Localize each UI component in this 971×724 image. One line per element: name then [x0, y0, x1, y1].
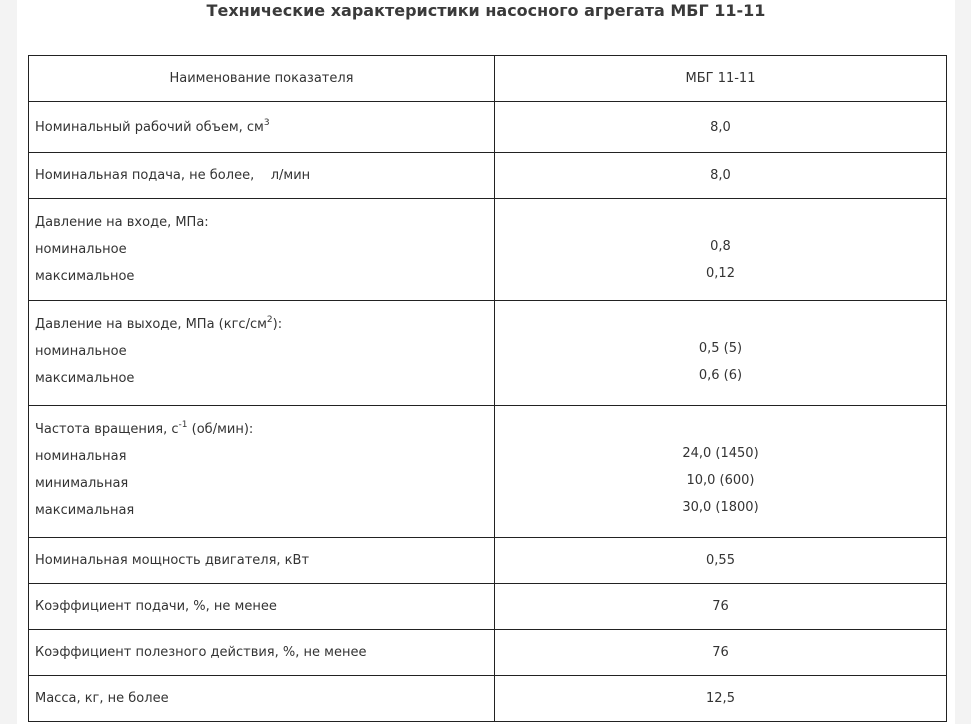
parameter-label: Давление на выходе, МПа (кгс/см2):: [35, 311, 488, 338]
label-suffix: ):: [272, 317, 283, 332]
specs-table: Наименование показателя МБГ 11-11 Номина…: [28, 55, 947, 722]
label-text: Частота вращения, с: [35, 422, 179, 437]
parameter-cell: Давление на выходе, МПа (кгс/см2): номина…: [28, 300, 495, 406]
value-cell: 76: [494, 629, 947, 676]
parameter-label: Номинальный рабочий объем, см3: [35, 114, 488, 141]
label-text: Масса, кг, не более: [35, 691, 169, 706]
value-text: 8,0: [710, 119, 731, 135]
parameter-cell: Давление на входе, МПа: номинальное максим…: [28, 198, 495, 301]
parameter-label: Масса, кг, не более: [35, 685, 488, 712]
value-text: 76: [712, 645, 729, 660]
value-text: 24,0 (1450): [682, 446, 759, 461]
table-row: Коэффициент подачи, %, не менее 76: [28, 583, 947, 630]
page-title: Технические характеристики насосного агр…: [206, 1, 766, 20]
sub-parameter-label: максимальное: [35, 269, 135, 284]
value-cell: 0,5 (5) 0,6 (6): [494, 300, 947, 406]
value-text: 0,55: [706, 553, 735, 568]
superscript: 3: [263, 117, 270, 128]
label-text: Номинальная подача, не более, л/мин: [35, 168, 311, 183]
value-cell: 8,0: [494, 101, 947, 153]
table-row: Номинальный рабочий объем, см3 8,0: [28, 101, 947, 153]
parameter-cell: Номинальная подача, не более, л/мин: [28, 152, 495, 199]
table-row: Давление на входе, МПа: номинальное максим…: [28, 198, 947, 301]
parameter-label: Давление на входе, МПа:: [35, 209, 488, 236]
value-text: 8,0: [710, 168, 731, 183]
label-text: Коэффициент полезного действия, %, не ме…: [35, 645, 367, 660]
value-text: 76: [712, 599, 729, 614]
parameter-cell: Коэффициент полезного действия, %, не ме…: [28, 629, 495, 676]
table-header-row: Наименование показателя МБГ 11-11: [28, 55, 947, 102]
sub-parameter-label: максимальная: [35, 503, 135, 518]
table-row: Коэффициент полезного действия, %, не ме…: [28, 629, 947, 676]
table-row: Номинальная мощность двигателя, кВт 0,55: [28, 537, 947, 584]
value-text: 0,8: [710, 239, 731, 254]
sub-parameter-label: номинальное: [35, 344, 127, 359]
value-cell: 0,8 0,12: [494, 198, 947, 301]
sub-parameter-label: минимальная: [35, 476, 129, 491]
label-suffix: (об/мин):: [187, 422, 254, 437]
value-text: 10,0 (600): [686, 473, 755, 488]
value-text: 30,0 (1800): [682, 500, 759, 515]
label-text: Давление на входе, МПа:: [35, 215, 209, 230]
value-cell: 24,0 (1450) 10,0 (600) 30,0 (1800): [494, 405, 947, 538]
value-text: 0,12: [706, 266, 735, 281]
sub-parameter-label: максимальное: [35, 371, 135, 386]
sub-parameter-label: номинальная: [35, 449, 127, 464]
document-page: Технические характеристики насосного агр…: [17, 0, 955, 724]
label-text: Номинальная мощность двигателя, кВт: [35, 553, 310, 568]
superscript: -1: [178, 420, 188, 430]
table-row: Масса, кг, не более 12,5: [28, 675, 947, 722]
label-text: Коэффициент подачи, %, не менее: [35, 599, 277, 614]
parameter-label: Номинальная подача, не более, л/мин: [35, 162, 488, 189]
label-text: Давление на выходе, МПа (кгс/см: [35, 317, 267, 332]
parameter-cell: Частота вращения, с-1 (об/мин): номинальн…: [28, 405, 495, 538]
parameter-label: Частота вращения, с-1 (об/мин):: [35, 416, 488, 443]
table-row: Частота вращения, с-1 (об/мин): номинальн…: [28, 405, 947, 538]
table-row: Давление на выходе, МПа (кгс/см2): номина…: [28, 300, 947, 406]
value-cell: 0,55: [494, 537, 947, 584]
parameter-cell: Масса, кг, не более: [28, 675, 495, 722]
value-cell: 76: [494, 583, 947, 630]
superscript: 2: [266, 315, 273, 325]
parameter-cell: Коэффициент подачи, %, не менее: [28, 583, 495, 630]
sub-parameter-label: номинальное: [35, 242, 127, 257]
parameter-label: Номинальная мощность двигателя, кВт: [35, 547, 488, 574]
table-row: Номинальная подача, не более, л/мин 8,0: [28, 152, 947, 199]
value-cell: 8,0: [494, 152, 947, 199]
parameter-label: Коэффициент полезного действия, %, не ме…: [35, 639, 488, 666]
label-text: Номинальный рабочий объем, см: [35, 119, 264, 135]
header-cell-model: МБГ 11-11: [494, 55, 947, 102]
parameter-label: Коэффициент подачи, %, не менее: [35, 593, 488, 620]
parameter-cell: Номинальная мощность двигателя, кВт: [28, 537, 495, 584]
value-cell: 12,5: [494, 675, 947, 722]
parameter-cell: Номинальный рабочий объем, см3: [28, 101, 495, 153]
value-text: 0,6 (6): [698, 368, 743, 383]
value-text: 12,5: [706, 691, 735, 706]
header-cell-parameter: Наименование показателя: [28, 55, 495, 102]
value-text: 0,5 (5): [698, 341, 743, 356]
